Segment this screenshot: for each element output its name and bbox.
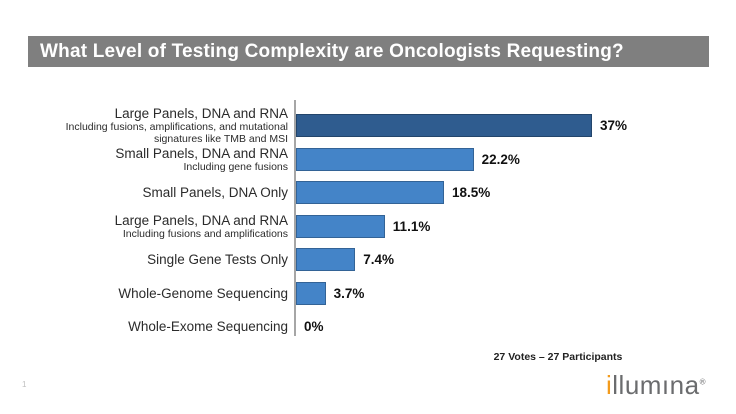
value-label: 37% bbox=[600, 118, 628, 134]
category-label: Whole-Genome Sequencing bbox=[118, 285, 288, 301]
chart-row: Small Panels, DNA and RNA Including gene… bbox=[30, 143, 710, 177]
slide-title: What Level of Testing Complexity are Onc… bbox=[28, 36, 709, 67]
category-label: Single Gene Tests Only bbox=[147, 252, 288, 268]
bar bbox=[296, 281, 326, 305]
value-label: 18.5% bbox=[452, 185, 491, 201]
category-label: Small Panels, DNA and RNA bbox=[115, 145, 288, 161]
category-label-block: Large Panels, DNA and RNA Including fusi… bbox=[30, 213, 288, 240]
chart-row: Whole-Exome Sequencing 0% bbox=[30, 310, 710, 344]
bar bbox=[296, 181, 444, 205]
slide-page-number: 1 bbox=[22, 380, 27, 389]
slide-title-text: What Level of Testing Complexity are Onc… bbox=[40, 41, 624, 62]
value-label: 3.7% bbox=[333, 285, 365, 301]
value-label: 7.4% bbox=[363, 252, 394, 268]
bar-area: 22.2% bbox=[296, 147, 710, 171]
category-label-block: Large Panels, DNA and RNA Including fusi… bbox=[30, 106, 288, 145]
category-sublabel: Including gene fusions bbox=[183, 160, 289, 173]
chart-row: Single Gene Tests Only 7.4% bbox=[30, 243, 710, 277]
bar bbox=[296, 248, 356, 272]
bar-chart: Large Panels, DNA and RNA Including fusi… bbox=[30, 106, 710, 344]
bar-area: 0% bbox=[296, 319, 710, 334]
category-label-block: Small Panels, DNA Only bbox=[30, 185, 288, 200]
category-sublabel: Including fusions, amplifications, and m… bbox=[65, 121, 288, 146]
chart-axis-line bbox=[294, 100, 296, 336]
category-label: Large Panels, DNA and RNA bbox=[114, 212, 288, 228]
vote-participant-stats: 27 Votes – 27 Participants bbox=[493, 351, 623, 363]
bar-area: 37% bbox=[296, 114, 710, 138]
category-label-block: Small Panels, DNA and RNA Including gene… bbox=[30, 146, 288, 173]
value-label: 11.1% bbox=[392, 218, 431, 234]
logo-orange-letter: i bbox=[605, 370, 613, 400]
category-label: Large Panels, DNA and RNA bbox=[114, 106, 288, 122]
category-label-block: Whole-Genome Sequencing bbox=[30, 286, 288, 301]
bar-area: 3.7% bbox=[296, 281, 710, 305]
bar-area: 11.1% bbox=[296, 214, 710, 238]
logo-gray-letters: llumına bbox=[612, 370, 700, 400]
category-label: Whole-Exome Sequencing bbox=[128, 319, 288, 335]
value-label: 22.2% bbox=[481, 151, 520, 167]
chart-row: Small Panels, DNA Only 18.5% bbox=[30, 176, 710, 210]
chart-row: Whole-Genome Sequencing 3.7% bbox=[30, 277, 710, 311]
bar bbox=[296, 147, 474, 171]
value-label: 0% bbox=[304, 319, 324, 335]
bar-area: 7.4% bbox=[296, 248, 710, 272]
registered-trademark-icon: ® bbox=[699, 377, 706, 387]
illumina-logo: illumına® bbox=[606, 370, 706, 401]
category-label: Small Panels, DNA Only bbox=[142, 185, 288, 201]
chart-row: Large Panels, DNA and RNA Including fusi… bbox=[30, 210, 710, 244]
chart-row: Large Panels, DNA and RNA Including fusi… bbox=[30, 106, 710, 145]
category-label-block: Whole-Exome Sequencing bbox=[30, 319, 288, 334]
bar-area: 18.5% bbox=[296, 181, 710, 205]
category-label-block: Single Gene Tests Only bbox=[30, 252, 288, 267]
bar bbox=[296, 214, 385, 238]
category-sublabel: Including fusions and amplifications bbox=[122, 227, 288, 240]
bar bbox=[296, 114, 592, 138]
